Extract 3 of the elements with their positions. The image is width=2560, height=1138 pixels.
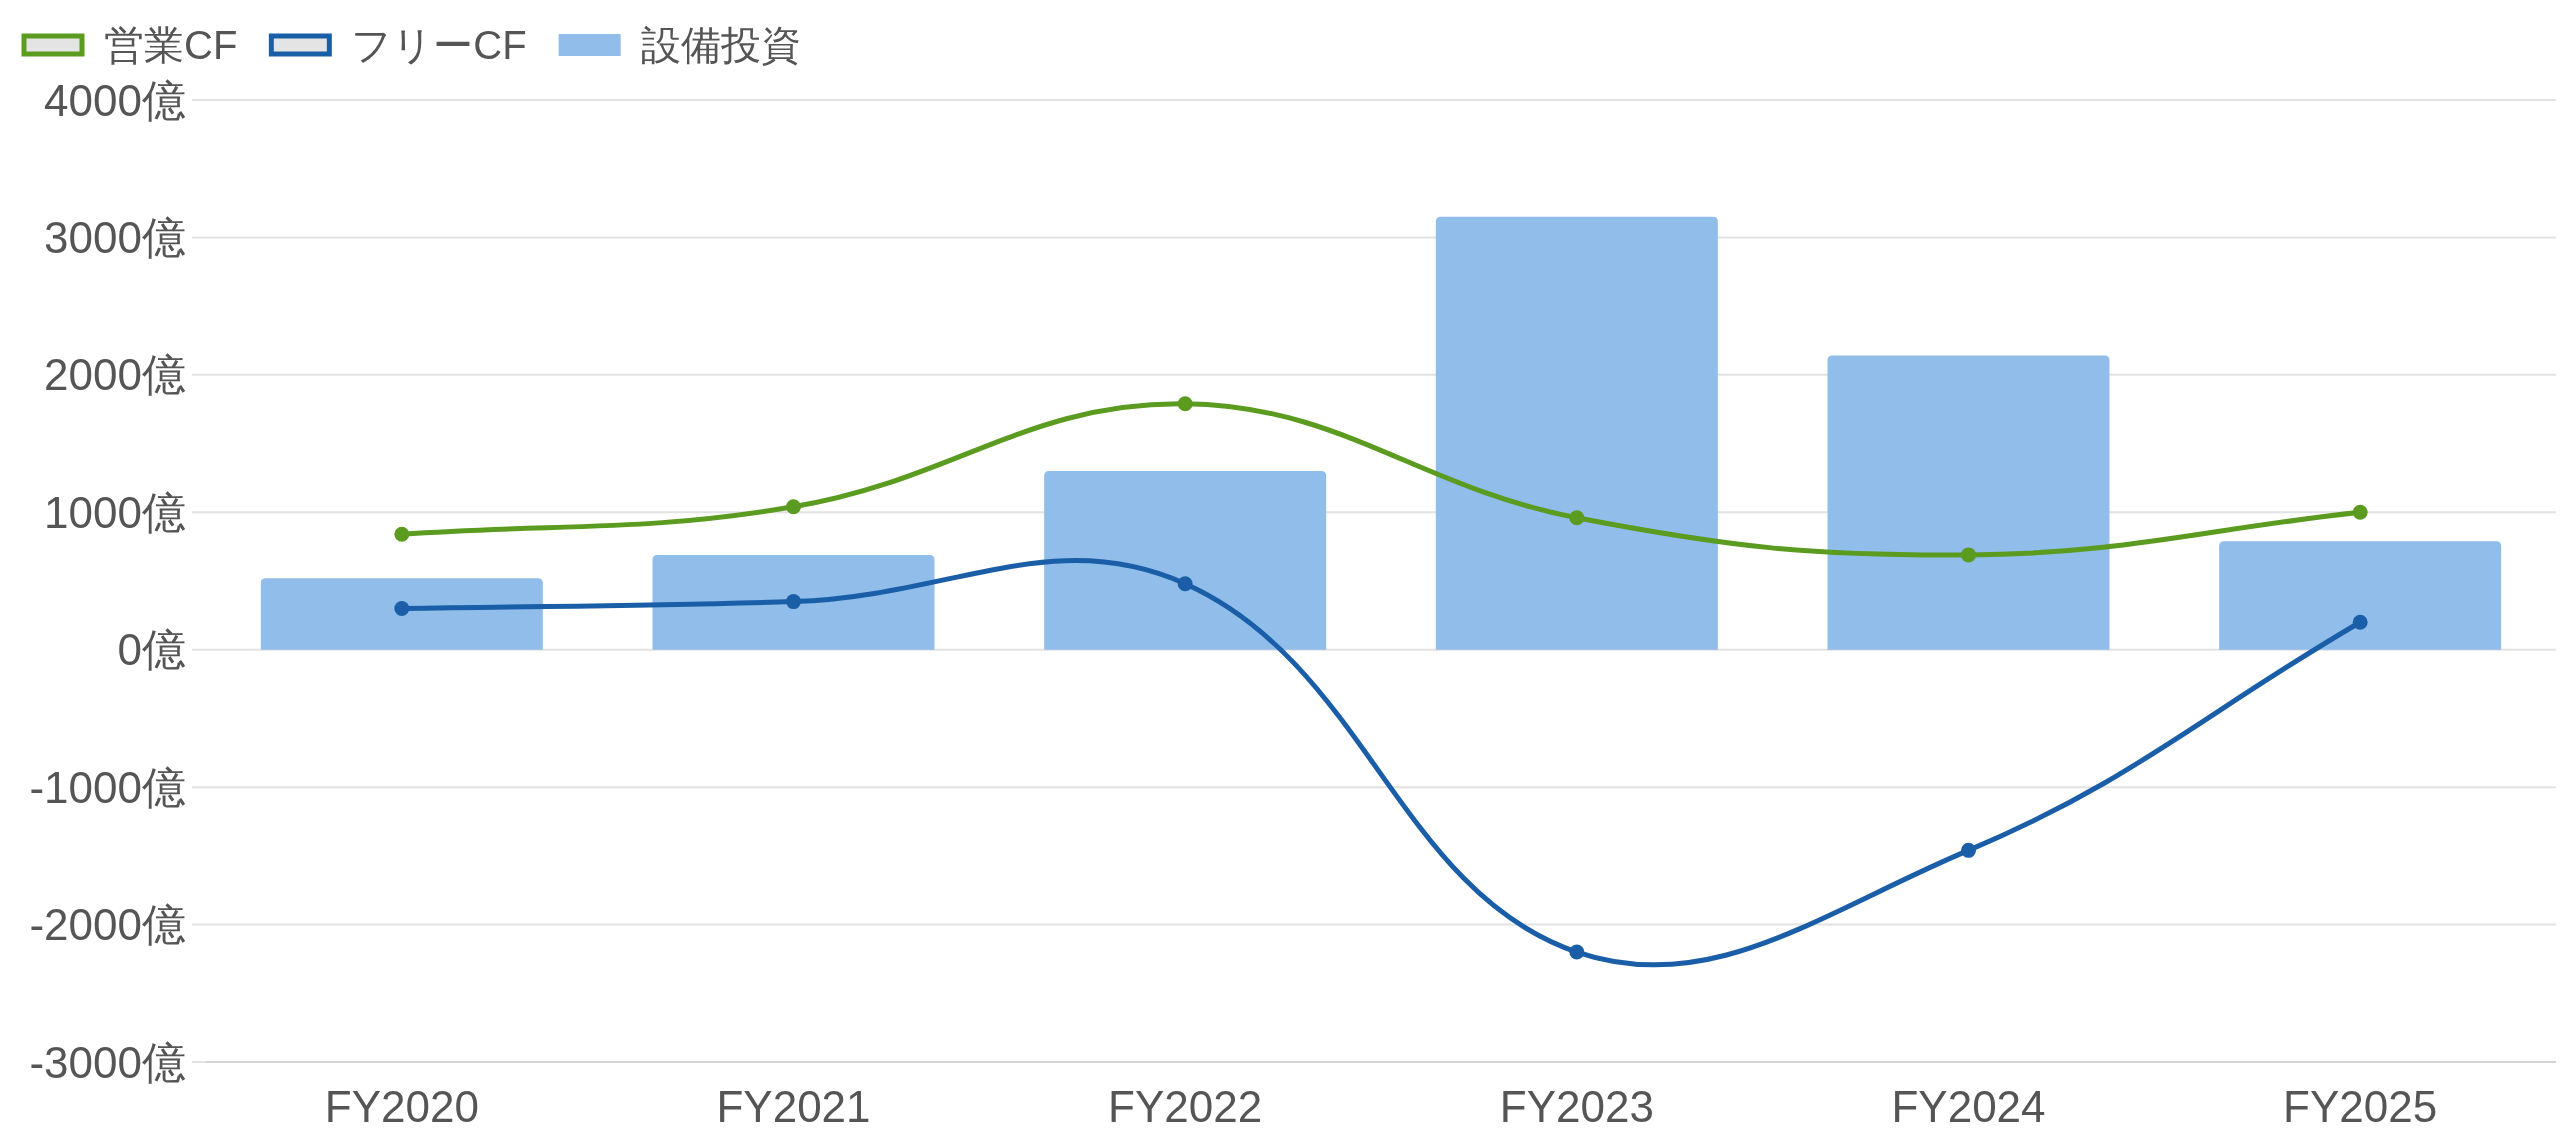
legend-label: 営業CF (104, 23, 238, 67)
legend-label: フリーCF (351, 23, 527, 67)
legend-label: 設備投資 (640, 23, 801, 67)
